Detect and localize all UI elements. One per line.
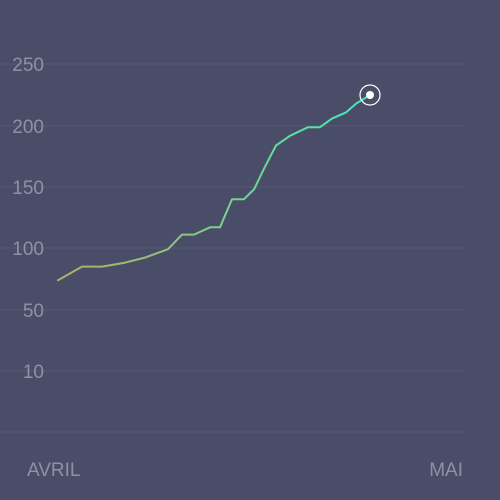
marker-layer	[360, 85, 380, 105]
y-tick-label-100: 100	[12, 239, 44, 260]
y-tick-label-150: 150	[12, 178, 44, 199]
x-tick-label-mai: MAI	[429, 460, 463, 481]
y-axis-ticks: 10 50 100 150 200 250	[12, 55, 44, 383]
y-tick-label-50: 50	[23, 301, 44, 322]
series-layer	[58, 95, 370, 280]
y-tick-label-250: 250	[12, 55, 44, 76]
highlight-point-dot[interactable]	[366, 91, 374, 99]
y-tick-label-10: 10	[23, 362, 44, 383]
y-tick-label-200: 200	[12, 117, 44, 138]
x-tick-label-avril: AVRIL	[27, 460, 81, 481]
grid-lines	[0, 64, 463, 432]
series-line	[58, 95, 370, 280]
